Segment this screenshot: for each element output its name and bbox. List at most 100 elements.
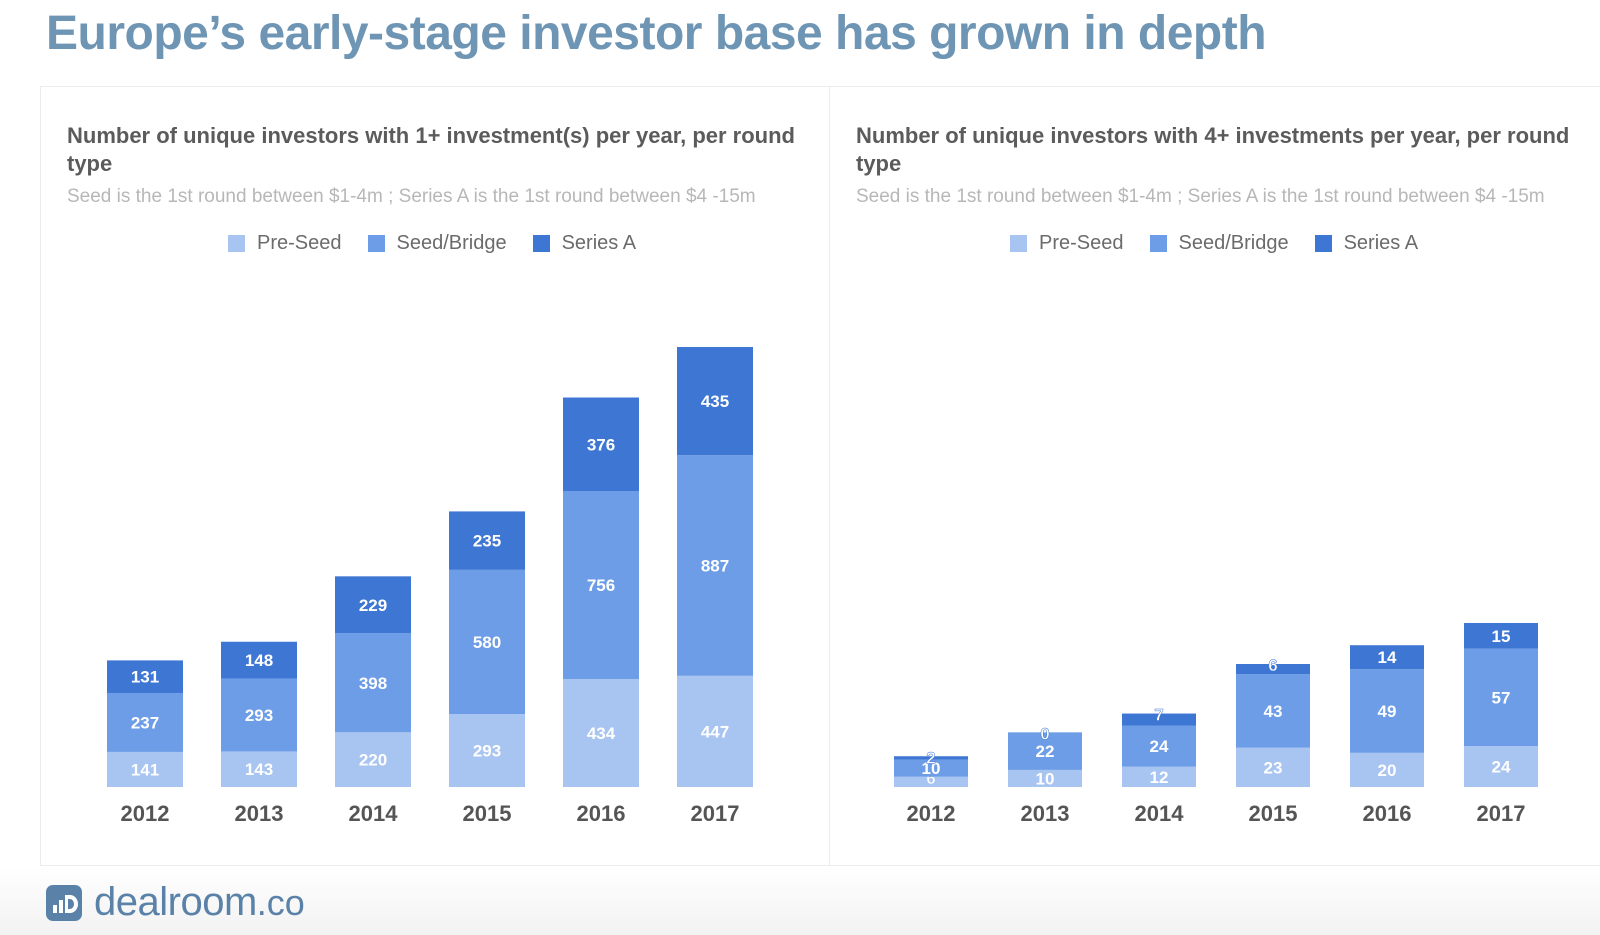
legend-swatch-seed-bridge [367, 235, 385, 252]
chart-panels-frame [40, 86, 1600, 866]
bar-segment-seed-bridge-2012 [107, 692, 183, 752]
bar-segment-seed-bridge-2014 [1122, 725, 1196, 767]
bar-segment-pre-seed-2013 [1008, 769, 1082, 787]
legend-item-pre-seed: Pre-Seed [228, 232, 342, 255]
legend-left: Pre-Seed Seed/Bridge Series A [228, 232, 636, 255]
bar-segment-seed-bridge-2017 [677, 455, 753, 676]
data-label-pre-seed-2016: 20 [1378, 761, 1397, 780]
bar-segment-seed-bridge-2015 [449, 569, 525, 715]
data-label-seed-bridge-2015: 43 [1264, 702, 1283, 721]
chart-panel-left: Number of unique investors with 1+ inves… [41, 86, 829, 866]
data-label-pre-seed-2012: 141 [131, 760, 159, 779]
legend-right: Pre-Seed Seed/Bridge Series A [1010, 232, 1418, 255]
data-label-pre-seed-2016: 434 [587, 724, 616, 743]
bar-segment-series-a-2016 [1350, 645, 1424, 670]
x-tick-label-2015: 2015 [1249, 801, 1298, 826]
bar-segment-series-a-2012 [107, 660, 183, 693]
stacked-bar-chart-left: 141 237 131 2012 143 293 148 2013 220 398 229 2014 2… [107, 347, 753, 826]
bar-segment-series-a-2015 [1236, 664, 1310, 675]
chart-panel-right: Number of unique investors with 4+ inves… [830, 86, 1600, 866]
data-label-series-a-2017: 435 [701, 392, 729, 411]
logo-wordmark: dealroom.co [94, 880, 305, 925]
data-label-pre-seed-2015: 23 [1264, 758, 1283, 777]
legend-swatch-pre-seed [1010, 235, 1027, 252]
legend-swatch-seed-bridge [1149, 235, 1167, 252]
x-tick-label-2015: 2015 [463, 801, 512, 826]
dealroom-logo-icon [46, 884, 82, 921]
legend-label-series-a: Series A [1343, 232, 1419, 254]
data-label-seed-bridge-2014: 398 [359, 674, 387, 693]
bar-segment-pre-seed-2017 [1464, 746, 1538, 787]
bar-segment-seed-bridge-2013 [1008, 732, 1082, 770]
bar-segment-pre-seed-2016 [563, 679, 639, 787]
bar-segment-pre-seed-2014 [1122, 766, 1196, 787]
bar-segment-pre-seed-2015 [1236, 747, 1310, 787]
data-label-pre-seed-2015: 293 [473, 742, 501, 761]
legend-label-series-a: Series A [561, 232, 637, 254]
legend-label-pre-seed: Pre-Seed [257, 232, 342, 254]
data-label-pre-seed-2013: 143 [245, 760, 273, 779]
bar-segment-pre-seed-2015 [449, 714, 525, 787]
bar-segment-series-a-2017 [677, 347, 753, 456]
logo-tld: .co [256, 882, 305, 923]
x-tick-label-2013: 2013 [235, 801, 284, 826]
x-tick-label-2017: 2017 [1477, 801, 1526, 826]
bar-segment-seed-bridge-2014 [335, 633, 411, 733]
bar-segment-series-a-2016 [563, 397, 639, 492]
bar-segment-seed-bridge-2015 [1236, 674, 1310, 748]
chart-title-right: Number of unique investors with 4+ inves… [856, 123, 1570, 176]
bar-segment-series-a-2014 [1122, 713, 1196, 726]
data-label-seed-bridge-2014: 24 [1150, 737, 1169, 756]
chart-subtitle-right: Seed is the 1st round between $1-4m ; Se… [856, 186, 1545, 207]
data-label-seed-bridge-2017: 57 [1492, 688, 1511, 707]
dealroom-logo[interactable]: dealroom.co [46, 880, 305, 925]
bar-segment-pre-seed-2012 [107, 751, 183, 787]
bar-segment-seed-bridge-2016 [1350, 669, 1424, 753]
legend-swatch-series-a [1314, 235, 1332, 252]
legend-swatch-series-a [532, 235, 550, 252]
x-tick-label-2014: 2014 [1135, 801, 1185, 826]
legend-item-pre-seed: Pre-Seed [1010, 232, 1124, 255]
chart-subtitle-left: Seed is the 1st round between $1-4m ; Se… [67, 186, 756, 207]
legend-item-seed-bridge: Seed/Bridge [367, 232, 507, 255]
bar-segment-pre-seed-2013 [221, 751, 297, 787]
bar-segment-seed-bridge-2016 [563, 491, 639, 680]
bar-segment-pre-seed-2012 [894, 776, 968, 787]
data-label-seed-bridge-2012: 237 [131, 713, 159, 732]
data-label-series-a-2017: 15 [1492, 627, 1511, 646]
data-label-series-a-2013: 0 [1040, 724, 1049, 743]
data-label-pre-seed-2013: 10 [1036, 769, 1055, 788]
data-label-seed-bridge-2017: 887 [701, 557, 729, 576]
data-label-series-a-2012: 131 [131, 668, 159, 687]
chart-title-left: Number of unique investors with 1+ inves… [67, 123, 795, 176]
panel-divider [829, 86, 830, 866]
stacked-bar-chart-right: 6102201210220201312247201423436201520491… [894, 623, 1538, 826]
x-tick-label-2012: 2012 [121, 801, 170, 826]
bar-segment-seed-bridge-2012 [894, 759, 968, 777]
bar-segment-series-a-2013 [221, 641, 297, 679]
x-tick-label-2016: 2016 [1363, 801, 1412, 826]
x-tick-label-2012: 2012 [907, 801, 956, 826]
footer: dealroom.co [0, 866, 1600, 935]
legend-item-seed-bridge: Seed/Bridge [1149, 232, 1289, 255]
data-label-seed-bridge-2016: 49 [1378, 702, 1397, 721]
data-label-pre-seed-2017: 447 [701, 722, 729, 741]
x-tick-label-2016: 2016 [577, 801, 626, 826]
data-label-pre-seed-2017: 24 [1492, 758, 1511, 777]
bar-segment-series-a-2014 [335, 576, 411, 634]
bar-segment-seed-bridge-2013 [221, 678, 297, 752]
bar-segment-series-a-2012 [894, 756, 968, 760]
bar-segment-pre-seed-2014 [335, 732, 411, 787]
data-label-series-a-2016: 376 [587, 435, 615, 454]
data-label-pre-seed-2014: 12 [1150, 768, 1169, 787]
data-label-series-a-2015: 6 [1268, 656, 1277, 675]
legend-item-series-a: Series A [532, 232, 637, 255]
bar-segment-series-a-2015 [449, 511, 525, 570]
data-label-series-a-2013: 148 [245, 651, 273, 670]
x-tick-label-2017: 2017 [691, 801, 740, 826]
legend-item-series-a: Series A [1314, 232, 1419, 255]
logo-name: dealroom [94, 880, 257, 924]
page-title: Europe’s early-stage investor base has g… [46, 7, 1267, 60]
x-tick-label-2014: 2014 [349, 801, 399, 826]
bar-segment-series-a-2017 [1464, 623, 1538, 649]
